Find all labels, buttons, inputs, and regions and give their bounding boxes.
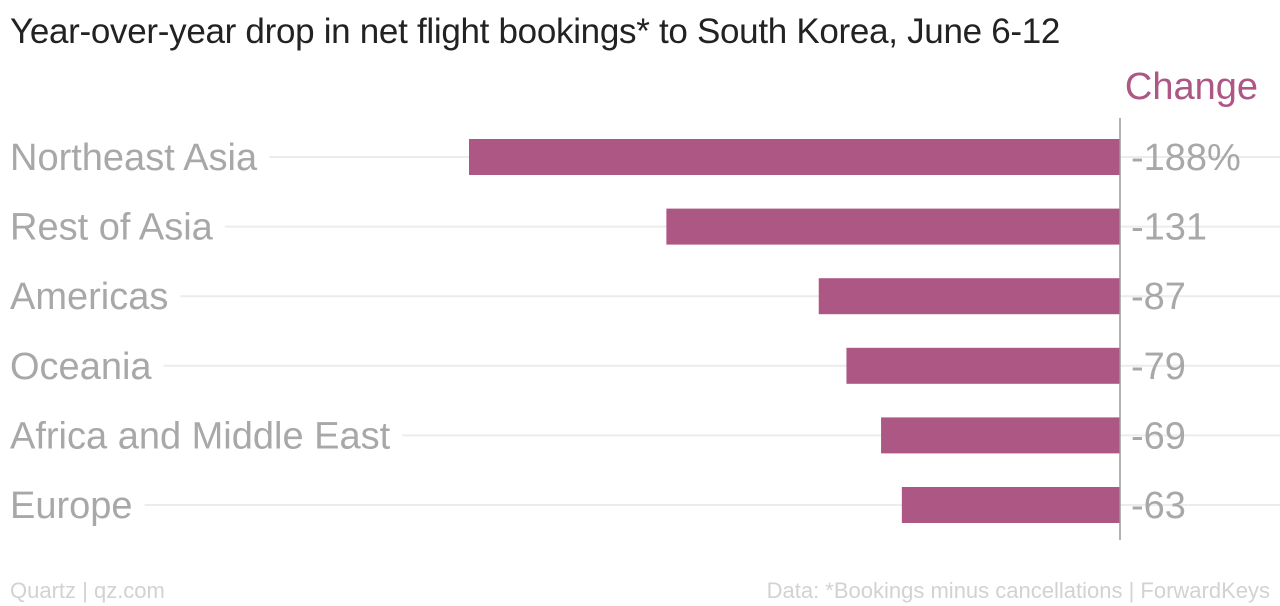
category-label: Northeast Asia: [10, 137, 258, 179]
bar: [881, 417, 1120, 454]
value-label: -87: [1131, 276, 1186, 318]
category-label: Africa and Middle East: [10, 415, 391, 457]
bar: [846, 347, 1120, 384]
category-label: Europe: [10, 485, 133, 527]
category-label: Americas: [10, 276, 168, 318]
value-label: -188%: [1131, 137, 1241, 179]
bar: [818, 278, 1120, 315]
bar: [901, 487, 1120, 523]
bar: [469, 139, 1120, 175]
series-header: Change: [1124, 66, 1258, 108]
bar: [666, 208, 1120, 245]
category-label: Oceania: [10, 346, 152, 388]
footer-source-right: Data: *Bookings minus cancellations | Fo…: [766, 578, 1270, 603]
category-label: Rest of Asia: [10, 207, 214, 249]
value-label: -63: [1131, 485, 1186, 527]
chart-title: Year-over-year drop in net flight bookin…: [10, 12, 1061, 51]
value-label: -131: [1131, 207, 1207, 249]
value-label: -69: [1131, 415, 1186, 457]
value-label: -79: [1131, 346, 1186, 388]
footer-source-left: Quartz | qz.com: [10, 578, 165, 603]
